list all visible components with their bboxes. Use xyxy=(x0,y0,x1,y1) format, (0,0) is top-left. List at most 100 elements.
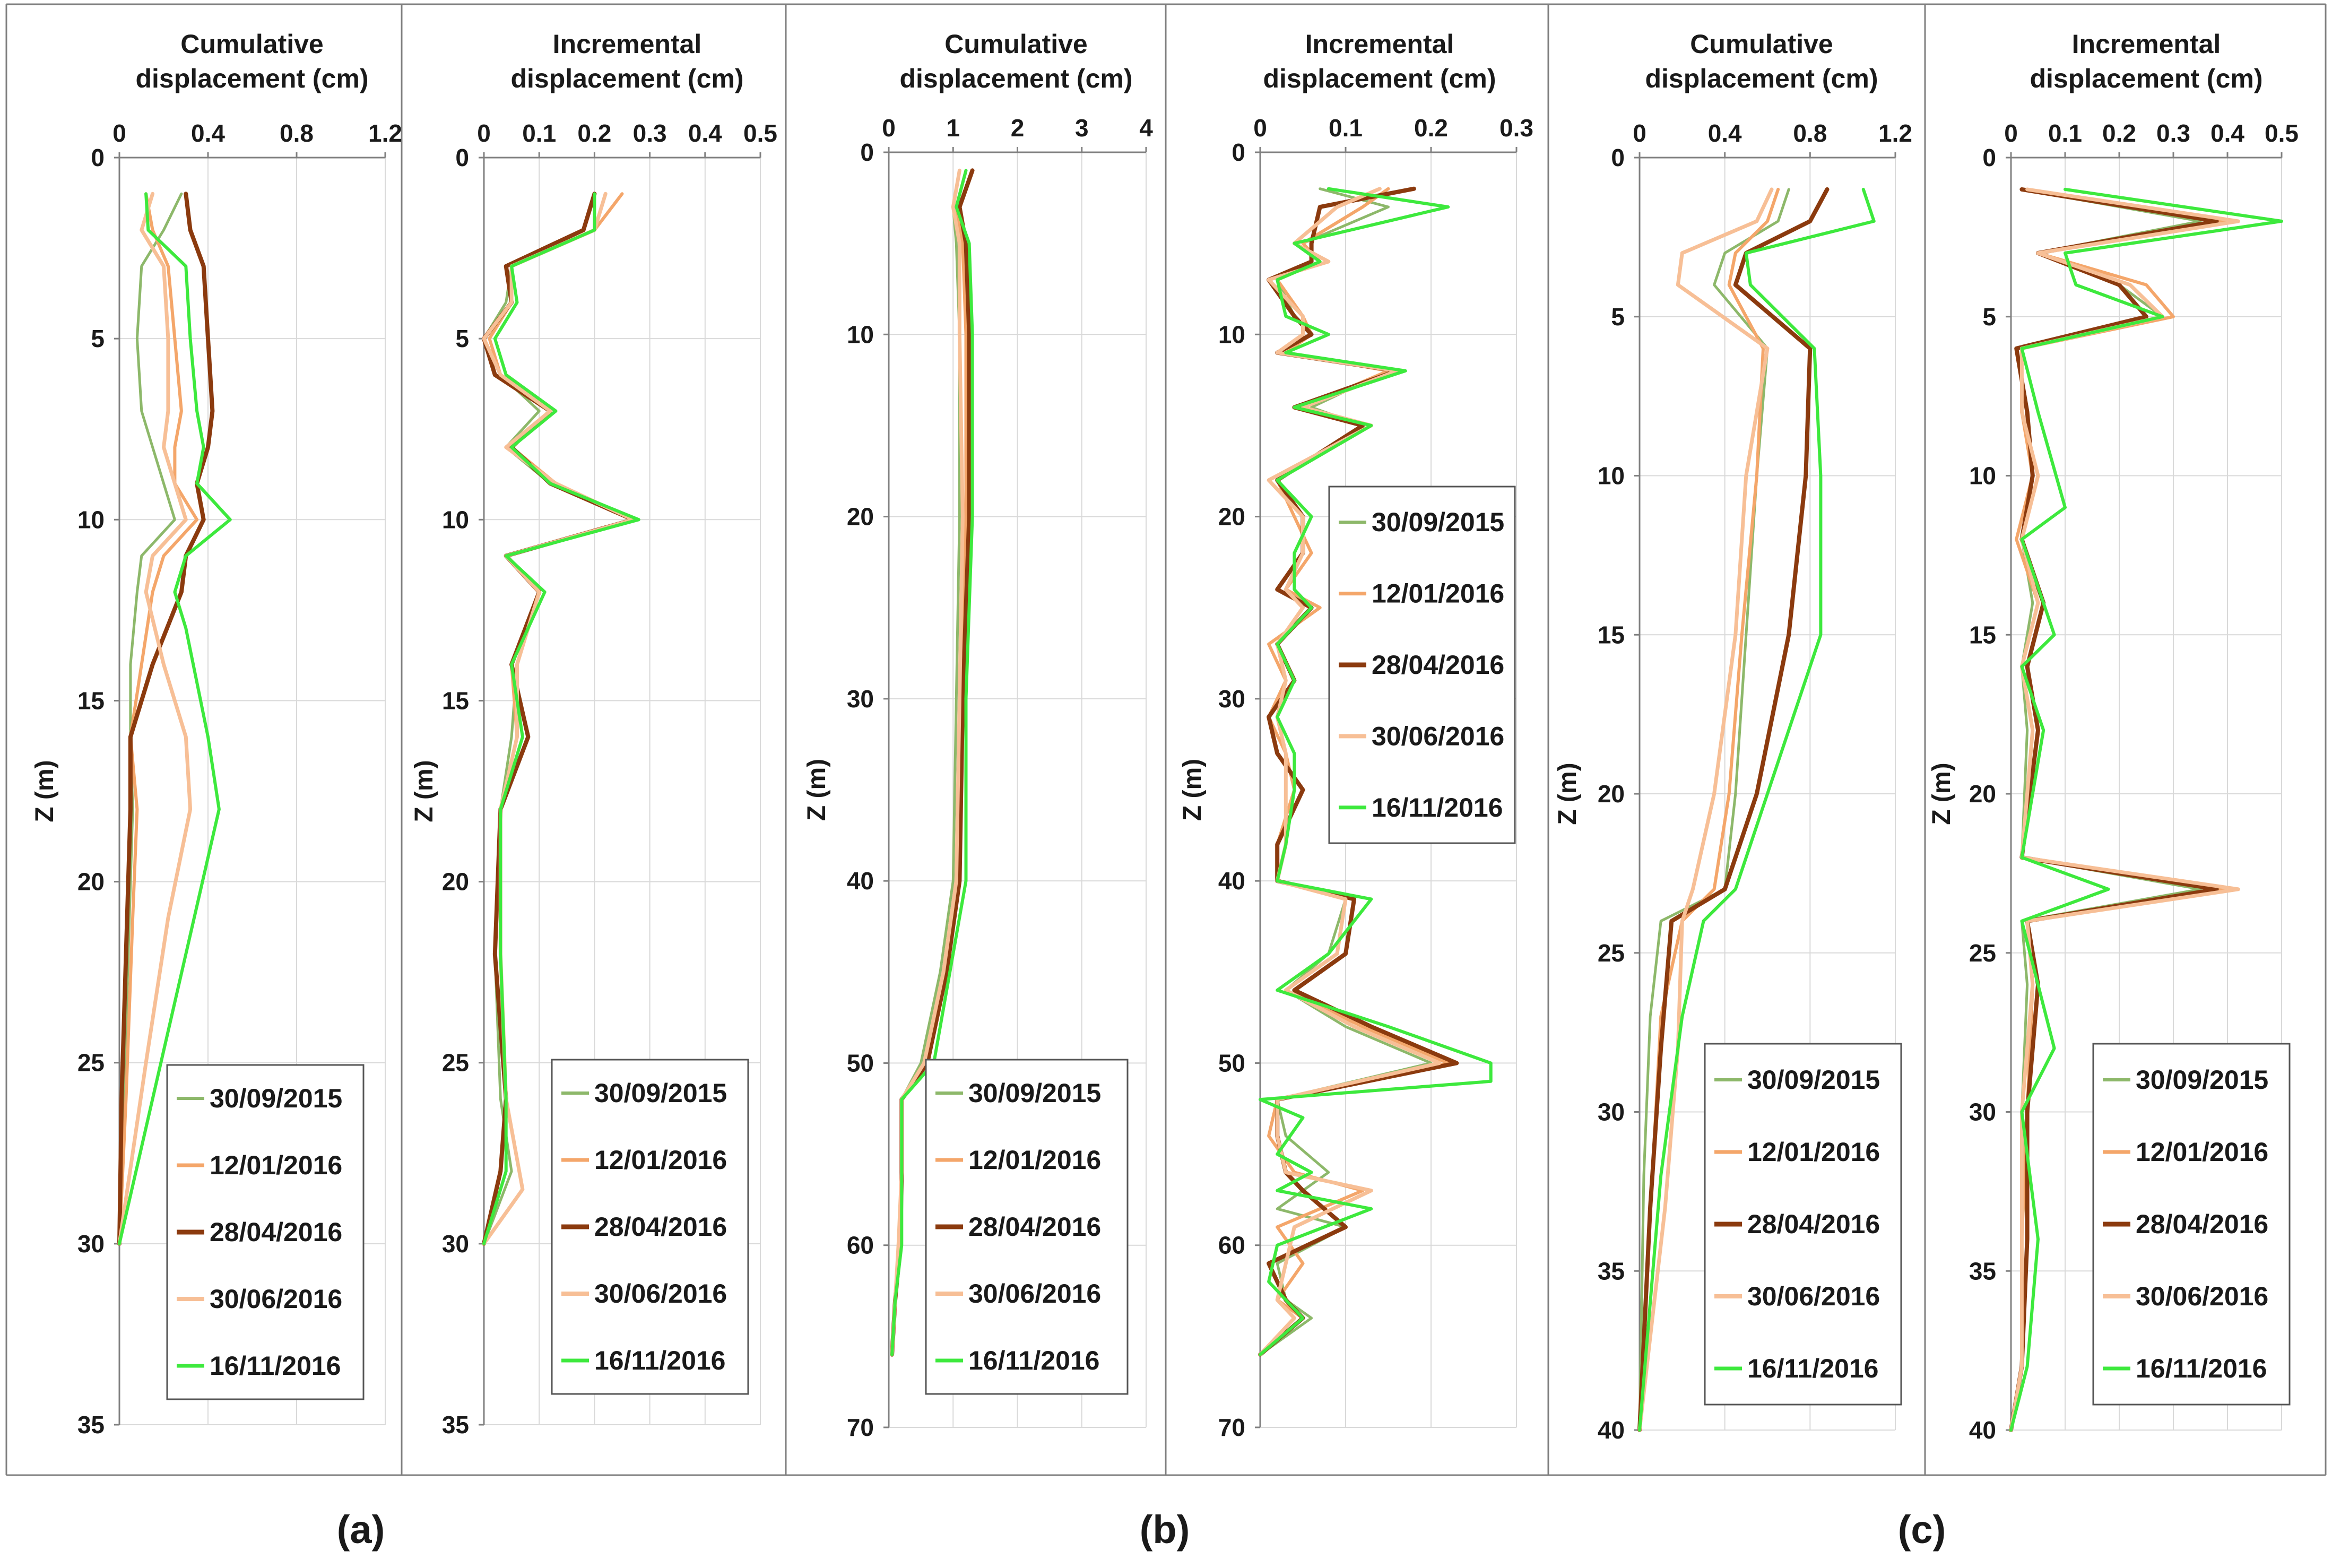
y-tick-label: 30 xyxy=(1598,1098,1625,1126)
y-tick-label: 70 xyxy=(1218,1414,1245,1441)
y-tick-label: 0 xyxy=(860,138,874,166)
series-line-4 xyxy=(2009,187,2240,1432)
y-tick-label: 15 xyxy=(77,687,105,714)
y-axis-label: Z (m) xyxy=(1928,763,1956,825)
series-line-5 xyxy=(2009,187,2283,1432)
series-line-5 xyxy=(1638,187,1876,1432)
plots-layer: 0 0.4 0.8 1.205101520253035Cumulativedispla… xyxy=(31,29,2299,1444)
series-line-2 xyxy=(1638,187,1780,1432)
y-tick-label: 70 xyxy=(847,1414,874,1441)
y-tick-label: 30 xyxy=(847,685,874,713)
legend-label: 30/06/2016 xyxy=(2136,1281,2268,1311)
chart-title-line: displacement (cm) xyxy=(1645,64,1878,93)
y-tick-label: 20 xyxy=(1598,780,1625,808)
x-tick-label: 0 xyxy=(882,114,896,142)
chart-title-line: Incremental xyxy=(2072,29,2221,59)
legend-label: 12/01/2016 xyxy=(1372,579,1504,609)
x-tick-label: 0 xyxy=(2004,119,2018,147)
y-tick-label: 25 xyxy=(77,1049,105,1077)
y-tick-label: 40 xyxy=(1218,867,1245,895)
legend-label: 30/09/2015 xyxy=(594,1078,727,1108)
series-line-2 xyxy=(118,192,199,1245)
y-tick-label: 0 xyxy=(1982,144,1996,171)
series-line-5 xyxy=(482,192,640,1245)
legend: 30/09/2015 12/01/2016 28/04/2016 30/06/2016… xyxy=(925,1059,1129,1395)
y-tick-label: 50 xyxy=(1218,1049,1245,1077)
y-tick-label: 25 xyxy=(1598,939,1625,967)
x-tick-label: 0.3 xyxy=(1499,114,1533,142)
x-tick-label: 0.4 xyxy=(2210,119,2244,147)
chart-title-line: displacement (cm) xyxy=(135,64,368,93)
legend-label: 30/09/2015 xyxy=(2136,1065,2268,1095)
legend-label: 16/11/2016 xyxy=(1747,1354,1879,1383)
chart-title-line: displacement (cm) xyxy=(1263,64,1496,93)
legend-label: 30/09/2015 xyxy=(1747,1065,1880,1095)
legend-label: 12/01/2016 xyxy=(594,1145,727,1175)
x-tick-label: 3 xyxy=(1075,114,1089,142)
y-axis-label: Z (m) xyxy=(803,759,831,821)
y-tick-label: 40 xyxy=(847,867,874,895)
x-tick-label: 1.2 xyxy=(1878,119,1912,147)
series-line-3 xyxy=(117,192,215,1246)
x-tick-label: 0.4 xyxy=(191,119,225,147)
y-tick-label: 20 xyxy=(442,868,469,896)
y-tick-label: 40 xyxy=(1598,1416,1625,1444)
chart-1: 0 0.4 0.8 1.2 0 5 10 15 20 25 30 35 Cumulative displa… xyxy=(31,29,402,1439)
y-tick-label: 20 xyxy=(847,503,874,531)
y-tick-label: 60 xyxy=(1218,1232,1245,1259)
x-tick-label: 0.4 xyxy=(1708,119,1742,147)
x-tick-label: 1.2 xyxy=(368,119,402,147)
x-tick-label: 0 xyxy=(1253,114,1267,142)
y-tick-label: 30 xyxy=(442,1230,469,1258)
y-tick-label: 0 xyxy=(1611,144,1625,171)
series-line-3 xyxy=(2009,187,2219,1432)
legend-label: 28/04/2016 xyxy=(2136,1209,2268,1239)
legend-box xyxy=(1328,486,1516,844)
y-tick-label: 0 xyxy=(1232,138,1245,166)
y-tick-label: 5 xyxy=(1611,303,1625,331)
y-tick-label: 10 xyxy=(1969,462,1996,490)
y-tick-label: 15 xyxy=(1598,621,1625,648)
panel-label-c: (c) xyxy=(1898,1508,1946,1552)
chart-5: 0 0.4 0.8 1.2 0 5 10 15 20 25 30 35 40 Cumulative disp… xyxy=(1554,29,1912,1444)
x-tick-label: 0 xyxy=(1633,119,1646,147)
legend: 30/09/2015 12/01/2016 28/04/2016 30/06/2016… xyxy=(166,1064,365,1400)
y-tick-label: 30 xyxy=(1218,685,1245,713)
x-tick-label: 2 xyxy=(1011,114,1025,142)
chart-title-line: Cumulative xyxy=(1690,29,1833,59)
x-tick-label: 0.5 xyxy=(2265,119,2299,147)
y-tick-label: 35 xyxy=(442,1411,469,1439)
series-line-4 xyxy=(117,192,193,1246)
legend: 30/09/2015 12/01/2016 28/04/2016 30/06/2016… xyxy=(1704,1043,1902,1406)
x-tick-label: 0.1 xyxy=(2048,119,2082,147)
y-tick-label: 20 xyxy=(1969,780,1996,808)
legend-label: 30/09/2015 xyxy=(968,1078,1101,1108)
chart-3: 0 1 2 3 4010203040506070Cumulativedisplaceme… xyxy=(803,29,1153,1441)
series-line-4 xyxy=(890,168,965,1357)
series-line-5 xyxy=(1259,187,1493,1356)
legend: 30/09/2015 12/01/2016 28/04/2016 30/06/2016… xyxy=(1328,486,1516,844)
y-tick-label: 25 xyxy=(1969,939,1996,967)
legend-label: 30/06/2016 xyxy=(594,1279,727,1309)
chart-2: 0 0.1 0.2 0.3 0.4 0.5 0 5 10 15 20 25 30 35 Incrementa… xyxy=(410,29,777,1439)
x-tick-label: 0.2 xyxy=(1414,114,1448,142)
y-tick-label: 10 xyxy=(1598,462,1625,490)
y-tick-label: 30 xyxy=(77,1230,105,1258)
y-tick-label: 20 xyxy=(77,868,105,896)
y-tick-label: 35 xyxy=(1598,1257,1625,1285)
y-axis-label: Z (m) xyxy=(31,760,59,822)
y-tick-label: 15 xyxy=(442,687,469,714)
y-tick-label: 30 xyxy=(1969,1098,1996,1126)
x-tick-label: 1 xyxy=(946,114,960,142)
y-axis-label: Z (m) xyxy=(410,760,438,822)
legend-label: 16/11/2016 xyxy=(210,1351,341,1381)
legend-label: 16/11/2016 xyxy=(594,1346,726,1375)
legend-label: 30/09/2015 xyxy=(1372,507,1504,537)
legend-label: 28/04/2016 xyxy=(594,1212,727,1242)
y-tick-label: 35 xyxy=(1969,1257,1996,1285)
y-tick-label: 10 xyxy=(1218,320,1245,348)
y-tick-label: 25 xyxy=(442,1049,469,1077)
y-tick-label: 10 xyxy=(442,506,469,533)
x-tick-label: 0 xyxy=(112,119,126,147)
